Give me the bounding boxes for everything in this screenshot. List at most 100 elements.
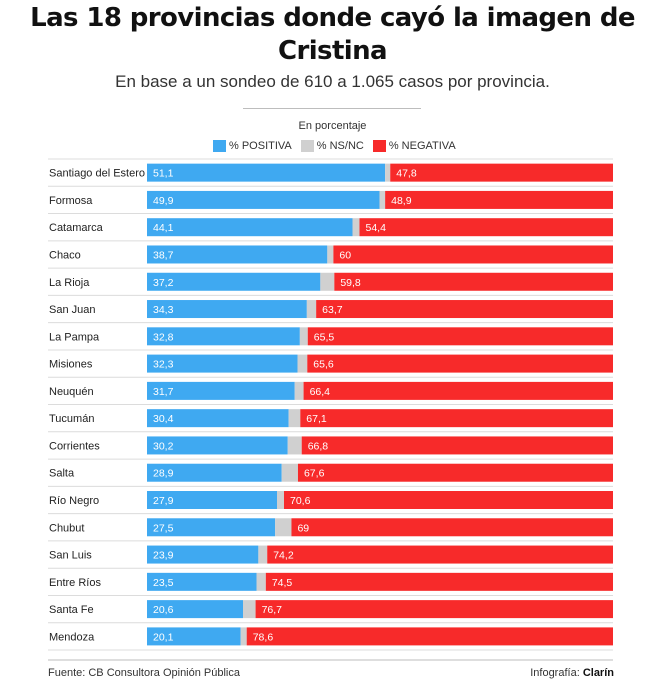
bar-nsnc-san-juan xyxy=(306,300,317,319)
legend-label-positiva: % POSITIVA xyxy=(229,140,292,152)
bar-negativa-corrientes xyxy=(301,436,613,455)
bar-nsnc-tucuman xyxy=(288,409,301,428)
data-label-positiva-salta: 28,9 xyxy=(153,468,174,480)
unit-label: En porcentaje xyxy=(298,120,367,132)
bar-negativa-santa-fe xyxy=(255,600,613,619)
bar-negativa-chubut xyxy=(291,518,613,537)
category-label-corrientes: Corrientes xyxy=(49,440,100,452)
legend-swatch-positiva xyxy=(213,140,226,152)
bar-negativa-catamarca xyxy=(359,218,613,237)
category-label-chubut: Chubut xyxy=(49,522,84,534)
bar-negativa-mendoza xyxy=(246,627,613,646)
data-label-negativa-la-rioja: 59,8 xyxy=(340,277,361,289)
data-label-positiva-san-juan: 34,3 xyxy=(153,304,174,316)
category-label-san-luis: San Luis xyxy=(49,550,92,562)
data-label-negativa-la-pampa: 65,5 xyxy=(314,331,335,343)
bar-positiva-chubut xyxy=(147,518,276,537)
category-label-catamarca: Catamarca xyxy=(49,222,104,234)
bar-negativa-rio-negro xyxy=(284,491,613,509)
bar-positiva-santiago-del-estero xyxy=(147,163,386,182)
bar-negativa-santiago-del-estero xyxy=(390,163,613,182)
bar-positiva-san-juan xyxy=(147,300,307,319)
bar-nsnc-santiago-del-estero xyxy=(385,163,391,182)
source-note: Fuente: CB Consultora Opinión Pública xyxy=(48,667,240,679)
bar-nsnc-chubut xyxy=(275,518,292,537)
data-label-negativa-misiones: 65,6 xyxy=(313,359,334,371)
category-label-mendoza: Mendoza xyxy=(49,631,95,643)
bar-nsnc-chaco xyxy=(327,245,334,264)
data-label-positiva-entre-rios: 23,5 xyxy=(153,577,174,589)
data-label-positiva-la-rioja: 37,2 xyxy=(153,277,174,289)
data-label-negativa-tucuman: 67,1 xyxy=(306,413,327,425)
data-label-negativa-santiago-del-estero: 47,8 xyxy=(396,168,417,180)
bar-negativa-misiones xyxy=(307,354,613,373)
legend-label-nsnc: % NS/NC xyxy=(316,140,364,152)
bar-nsnc-catamarca xyxy=(352,218,360,237)
data-label-positiva-santa-fe: 20,6 xyxy=(153,604,174,616)
category-label-la-pampa: La Pampa xyxy=(49,331,100,343)
data-label-negativa-catamarca: 54,4 xyxy=(366,222,387,234)
category-label-misiones: Misiones xyxy=(49,359,93,371)
bar-negativa-tucuman xyxy=(300,409,613,428)
bar-positiva-la-rioja xyxy=(147,272,321,291)
legend-swatch-negativa xyxy=(372,140,386,152)
data-label-negativa-chubut: 69 xyxy=(297,522,309,534)
data-label-positiva-tucuman: 30,4 xyxy=(153,413,174,425)
data-label-positiva-chaco: 38,7 xyxy=(153,249,174,261)
credit-prefix: Infografía: xyxy=(530,667,583,679)
bar-nsnc-mendoza xyxy=(240,627,247,646)
category-label-santa-fe: Santa Fe xyxy=(49,604,94,616)
data-label-positiva-san-luis: 23,9 xyxy=(153,550,174,562)
bar-negativa-la-pampa xyxy=(307,327,613,346)
data-label-positiva-rio-negro: 27,9 xyxy=(153,495,174,507)
bar-positiva-la-pampa xyxy=(147,327,300,346)
data-label-positiva-santiago-del-estero: 51,1 xyxy=(153,168,174,180)
chart-title: Las 18 provincias donde cayó la imagen d… xyxy=(30,3,635,66)
bar-positiva-san-luis xyxy=(147,545,259,564)
legend-label-negativa: % NEGATIVA xyxy=(388,140,456,152)
bar-nsnc-formosa xyxy=(379,190,386,209)
category-label-santiago-del-estero: Santiago del Estero xyxy=(49,168,145,180)
data-label-negativa-neuquen: 66,4 xyxy=(310,386,331,398)
bar-positiva-rio-negro xyxy=(147,491,278,509)
chart-legend: % POSITIVA % NS/NC % NEGATIVA xyxy=(213,139,465,153)
bar-nsnc-la-pampa xyxy=(299,327,308,346)
bar-positiva-entre-rios xyxy=(147,572,257,591)
data-label-negativa-san-juan: 63,7 xyxy=(322,304,343,316)
data-label-negativa-mendoza: 78,6 xyxy=(253,631,274,643)
bar-nsnc-la-rioja xyxy=(320,272,335,291)
legend-item-positiva: % POSITIVA xyxy=(213,140,292,152)
category-label-formosa: Formosa xyxy=(49,195,93,207)
data-label-positiva-formosa: 49,9 xyxy=(153,195,174,207)
bar-nsnc-rio-negro xyxy=(277,491,284,509)
data-label-positiva-corrientes: 30,2 xyxy=(153,440,174,452)
bar-nsnc-santa-fe xyxy=(243,600,256,619)
data-label-negativa-santa-fe: 76,7 xyxy=(262,604,283,616)
data-label-positiva-la-pampa: 32,8 xyxy=(153,331,174,343)
bar-negativa-neuquen xyxy=(303,381,613,400)
bar-nsnc-salta xyxy=(281,463,298,482)
bar-positiva-formosa xyxy=(147,190,380,209)
bar-negativa-san-juan xyxy=(316,300,613,319)
bar-positiva-corrientes xyxy=(147,436,288,455)
data-label-negativa-salta: 67,6 xyxy=(304,468,325,480)
bar-negativa-salta xyxy=(297,463,613,482)
bar-negativa-la-rioja xyxy=(334,272,613,291)
category-label-rio-negro: Río Negro xyxy=(49,495,99,507)
category-label-tucuman: Tucumán xyxy=(49,413,94,425)
bar-positiva-santa-fe xyxy=(147,600,243,619)
bar-positiva-neuquen xyxy=(147,381,295,400)
bar-negativa-entre-rios xyxy=(265,572,613,591)
data-label-negativa-san-luis: 74,2 xyxy=(273,550,294,562)
data-label-positiva-chubut: 27,5 xyxy=(153,522,174,534)
bar-positiva-salta xyxy=(147,463,282,482)
credit-note: Infografía: Clarín xyxy=(530,667,614,679)
data-label-positiva-neuquen: 31,7 xyxy=(153,386,174,398)
category-label-neuquen: Neuquén xyxy=(49,386,94,398)
bar-negativa-formosa xyxy=(385,190,613,209)
bar-negativa-chaco xyxy=(333,245,613,264)
data-label-negativa-formosa: 48,9 xyxy=(391,195,412,207)
data-label-positiva-catamarca: 44,1 xyxy=(153,222,174,234)
category-label-salta: Salta xyxy=(49,468,75,480)
